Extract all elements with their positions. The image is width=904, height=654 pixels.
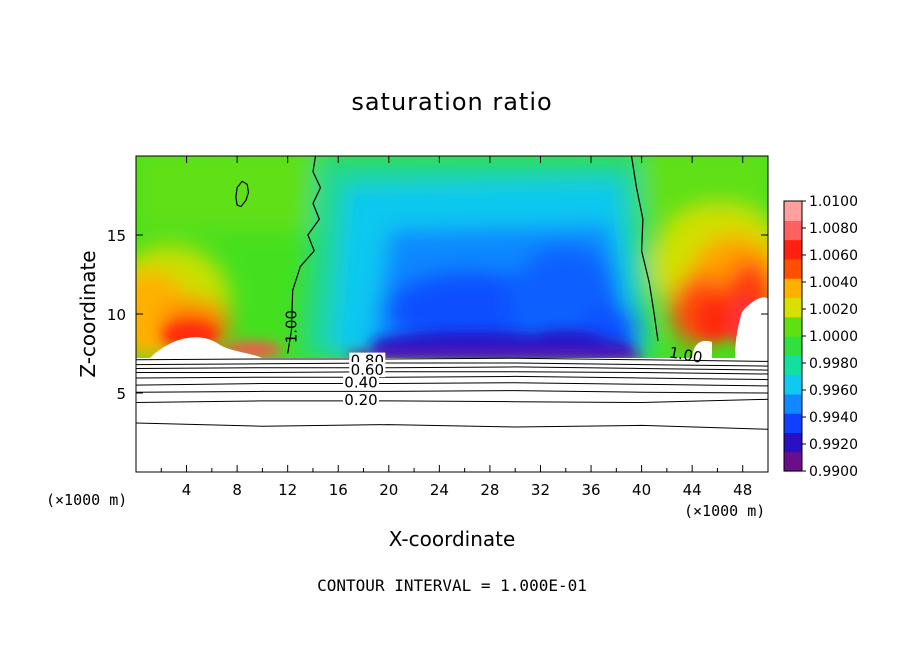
contour-label-bg bbox=[349, 362, 386, 378]
y-tick-label: 5 bbox=[116, 385, 126, 403]
contour-line bbox=[287, 155, 322, 354]
x-tick-label: 44 bbox=[683, 481, 702, 499]
x-tick-label: 24 bbox=[430, 481, 449, 499]
colorbar-swatch bbox=[784, 220, 802, 241]
colorbar-label: 1.0020 bbox=[809, 302, 858, 318]
contour-line bbox=[135, 398, 769, 404]
contour-lines bbox=[135, 155, 769, 430]
colorbar-label: 1.0000 bbox=[809, 329, 858, 345]
x-tick-label: 28 bbox=[480, 481, 499, 499]
contour-label-bg bbox=[342, 374, 379, 390]
chart-title: saturation ratio bbox=[351, 88, 553, 116]
contour-label: 1.00 bbox=[282, 310, 300, 343]
contour-labels: 1.001.000.800.600.400.20 bbox=[282, 310, 703, 409]
contour-line bbox=[235, 180, 250, 208]
x-tick-label: 16 bbox=[329, 481, 348, 499]
colorbar-swatch bbox=[784, 432, 802, 453]
x-tick-label: 4 bbox=[182, 481, 192, 499]
colorbar-swatch bbox=[784, 355, 802, 376]
x-axis-ticks: 4 8 12 16 20 24 28 32 36 40 44 48 bbox=[160, 156, 752, 499]
colorbar-swatch bbox=[784, 297, 802, 318]
colorbar-swatch bbox=[784, 201, 802, 221]
x-tick-label: 32 bbox=[531, 481, 550, 499]
x-tick-label: 20 bbox=[379, 481, 398, 499]
saturation-field bbox=[136, 156, 768, 358]
x-unit-label-left: (×1000 m) bbox=[46, 491, 128, 509]
y-tick-label: 15 bbox=[107, 227, 126, 245]
x-tick-label: 12 bbox=[278, 481, 297, 499]
x-tick-label: 48 bbox=[733, 481, 752, 499]
contour-line bbox=[135, 422, 769, 430]
contour-line bbox=[135, 375, 769, 381]
contour-label: 1.00 bbox=[668, 343, 704, 367]
colorbar-label: 0.9900 bbox=[809, 464, 858, 480]
colorbar-swatch bbox=[784, 393, 802, 414]
contour-label: 0.60 bbox=[351, 361, 384, 379]
y-axis-ticks: 5 10 15 bbox=[107, 227, 768, 403]
x-tick-label: 8 bbox=[232, 481, 242, 499]
contour-label: 0.20 bbox=[344, 391, 377, 409]
colorbar-label: 0.9960 bbox=[809, 383, 858, 399]
x-axis-label: X-coordinate bbox=[388, 527, 516, 551]
colorbar-swatch bbox=[784, 413, 802, 434]
x-tick-label: 40 bbox=[632, 481, 651, 499]
colorbar-label: 1.0080 bbox=[809, 221, 858, 237]
colorbar-swatch bbox=[784, 336, 802, 356]
colorbar-swatch bbox=[784, 374, 802, 395]
colorbar-label: 1.0040 bbox=[809, 275, 858, 291]
x-tick-label: 36 bbox=[581, 481, 600, 499]
colorbar-swatch bbox=[784, 316, 802, 337]
colorbar-swatch bbox=[784, 451, 802, 472]
colorbar-swatch bbox=[784, 239, 802, 260]
colorbar: 1.0100 1.0080 1.0060 1.0040 1.0020 1.0000 0.99… bbox=[783, 194, 858, 480]
y-tick-label: 10 bbox=[107, 306, 126, 324]
colorbar-swatch bbox=[784, 278, 802, 299]
x-unit-label-right: (×1000 m) bbox=[684, 502, 766, 520]
contour-label: 0.40 bbox=[344, 374, 377, 392]
contour-line bbox=[136, 371, 769, 375]
colorbar-label: 0.9980 bbox=[809, 356, 858, 372]
contour-label-bg bbox=[342, 392, 379, 408]
contour-interval-note: CONTOUR INTERVAL = 1.000E-01 bbox=[317, 576, 587, 595]
colorbar-label: 0.9920 bbox=[809, 437, 858, 453]
contour-line bbox=[135, 362, 769, 367]
contour-line bbox=[135, 357, 769, 362]
contour-line bbox=[135, 390, 769, 394]
colorbar-label: 1.0060 bbox=[809, 248, 858, 264]
colorbar-label: 1.0100 bbox=[809, 194, 858, 210]
contour-line bbox=[630, 155, 659, 341]
colorbar-label: 0.9940 bbox=[809, 410, 858, 426]
contour-line bbox=[135, 382, 769, 387]
colorbar-swatch bbox=[784, 258, 802, 279]
contour-line bbox=[135, 366, 769, 371]
y-axis-label: Z-coordinate bbox=[76, 250, 100, 378]
